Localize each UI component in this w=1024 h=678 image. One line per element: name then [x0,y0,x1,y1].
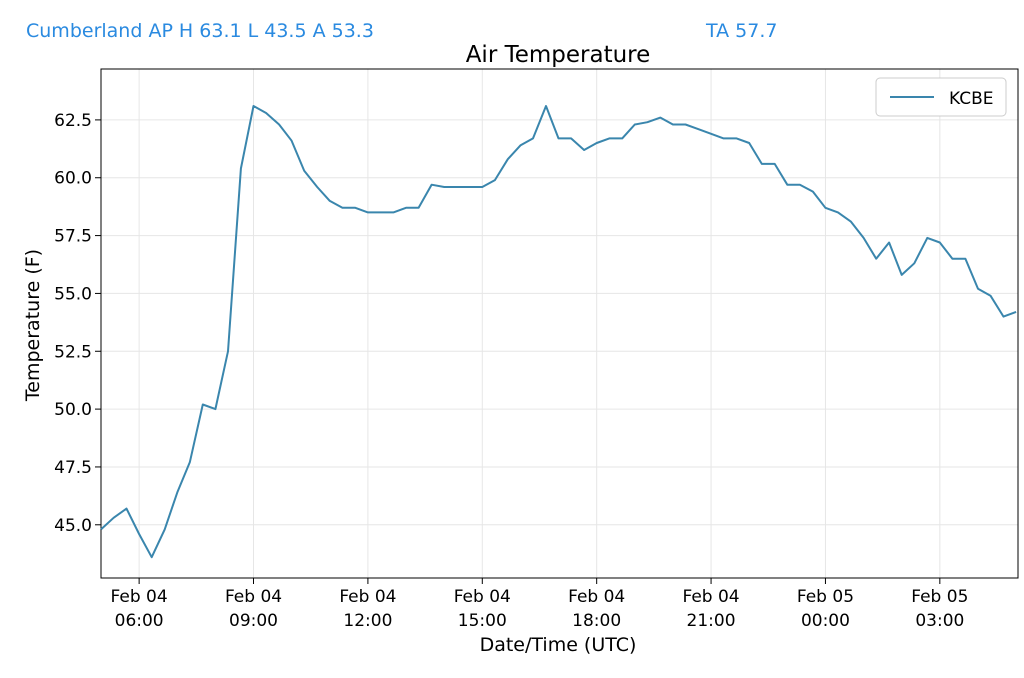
x-tick-label: Feb 04 09:00 [225,587,282,631]
y-tick-label: 52.5 [54,342,92,362]
x-tick-time: 18:00 [572,611,621,631]
y-tick-label: 45.0 [54,516,92,536]
y-tick-label: 47.5 [54,458,92,478]
x-tick-label: Feb 04 12:00 [339,587,396,631]
legend-label-kcbe: KCBE [949,89,994,109]
y-tick-label: 57.5 [54,227,92,247]
legend: KCBE [875,77,1007,117]
x-tick-date: Feb 04 [682,587,739,607]
x-tick-date: Feb 05 [911,587,968,607]
x-axis-label: Date/Time (UTC) [480,634,637,656]
x-tick-time: 00:00 [801,611,850,631]
ta-value: TA 57.7 [706,20,778,42]
x-tick-date: Feb 04 [339,587,396,607]
series-line-kcbe [100,105,1017,559]
x-tick-time: 06:00 [115,611,164,631]
x-tick-label: Feb 04 21:00 [682,587,739,631]
x-tick-time: 03:00 [915,611,964,631]
series-layer [100,105,1017,559]
y-tick-label: 60.0 [54,169,92,189]
x-tick-label: Feb 05 00:00 [797,587,854,631]
x-tick-date: Feb 04 [111,587,168,607]
chart-title: Air Temperature [466,42,651,68]
x-tick-date: Feb 04 [568,587,625,607]
y-tick-label: 55.0 [54,284,92,304]
x-tick-label: Feb 05 03:00 [911,587,968,631]
x-tick-label: Feb 04 15:00 [454,587,511,631]
y-axis: 45.0 47.5 50.0 52.5 55.0 57.5 60.0 62.5 [54,111,101,536]
x-tick-date: Feb 04 [454,587,511,607]
y-tick-label: 50.0 [54,400,92,420]
x-axis: Feb 04 06:00 Feb 04 09:00 Feb 04 12:00 Feb 04 1… [111,578,968,631]
x-tick-date: Feb 05 [797,587,854,607]
legend-box [875,77,1007,117]
y-axis-label: Temperature (F) [22,249,44,402]
x-tick-label: Feb 04 06:00 [111,587,168,631]
header-bar: Cumberland AP H 63.1 L 43.5 A 53.3 TA 57… [0,18,1024,48]
x-tick-time: 21:00 [687,611,736,631]
station-summary: Cumberland AP H 63.1 L 43.5 A 53.3 [26,20,374,42]
grid-lines [101,69,1018,578]
x-tick-time: 09:00 [229,611,278,631]
y-tick-label: 62.5 [54,111,92,131]
x-tick-date: Feb 04 [225,587,282,607]
x-tick-time: 15:00 [458,611,507,631]
x-tick-time: 12:00 [343,611,392,631]
x-tick-label: Feb 04 18:00 [568,587,625,631]
plot-area [100,68,1019,579]
